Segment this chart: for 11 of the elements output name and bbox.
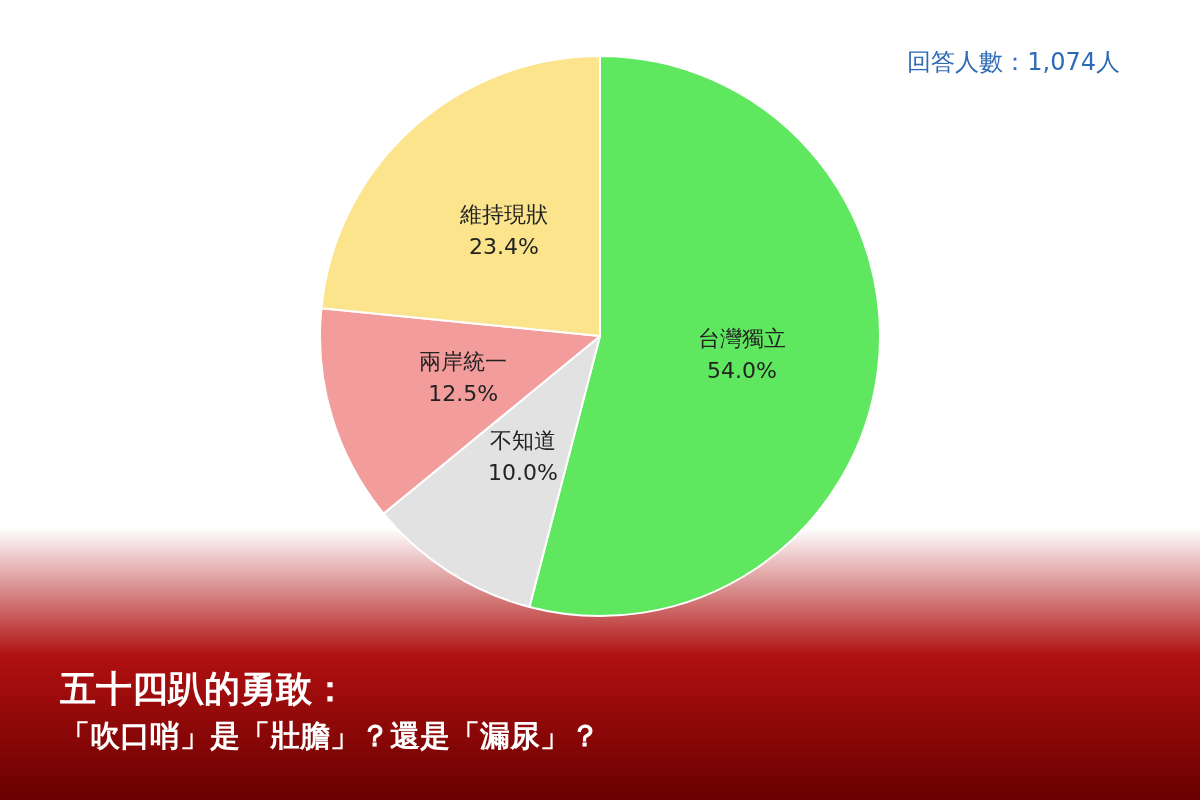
slice-label: 兩岸統一 (419, 348, 508, 374)
text: 「吹口哨」是「壯膽」？還是「漏尿」？ (60, 717, 600, 753)
slice-label: 不知道 (489, 427, 556, 453)
data-label: 12.5% (428, 380, 499, 406)
data-label: 10.0% (487, 459, 558, 485)
slice-label: 台灣獨立 (697, 325, 786, 351)
text: 五十四趴的勇敢： (60, 667, 348, 709)
data-label: 23.4% (469, 233, 539, 259)
slice-label: 維持現狀 (459, 201, 549, 227)
data-label: 54.0% (706, 357, 777, 383)
text: 回答人數：1,074人 (907, 48, 1121, 76)
